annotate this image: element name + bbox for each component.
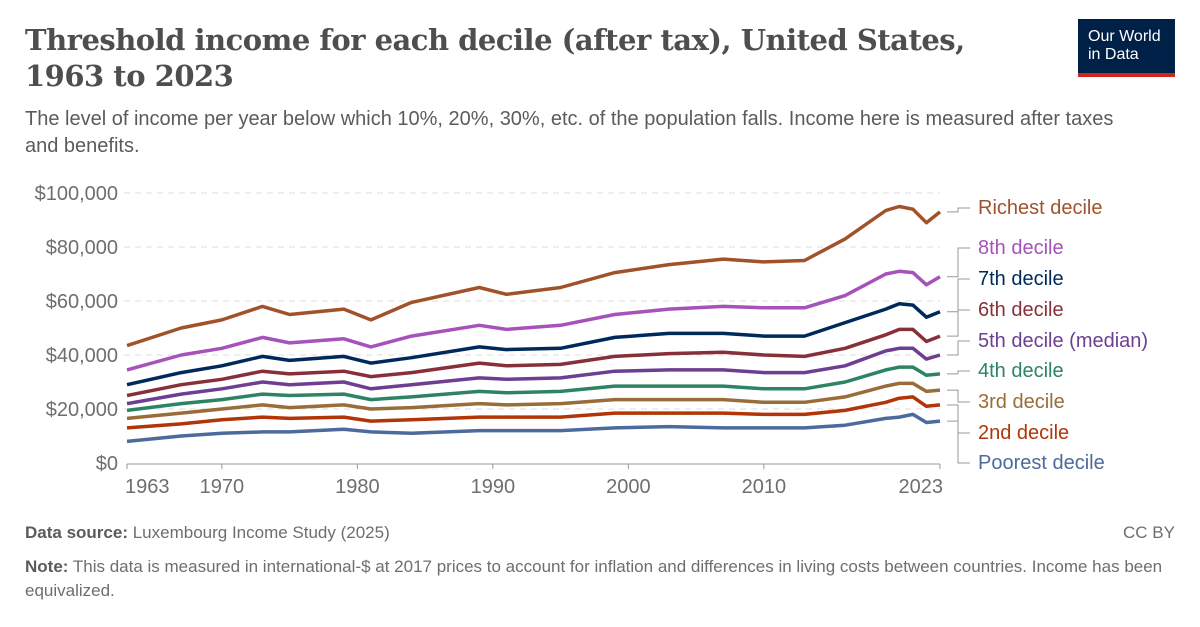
label-connector — [947, 340, 970, 356]
label-connector — [947, 278, 970, 313]
series-label: 7th decile — [978, 268, 1064, 290]
chart-title: Threshold income for each decile (after … — [25, 23, 965, 93]
series-line-8 — [126, 395, 941, 430]
series-label: 8th decile — [978, 237, 1064, 259]
x-tick-label: 2000 — [606, 476, 651, 498]
y-tick-label: $0 — [96, 453, 118, 475]
y-tick-label: $40,000 — [46, 345, 118, 367]
series-line-6 — [126, 365, 941, 413]
label-connector — [947, 309, 970, 337]
chart-subtitle: The level of income per year below which… — [25, 108, 1114, 157]
series-label: 2nd decile — [978, 422, 1069, 444]
series-line-9 — [126, 412, 941, 444]
series-label: 5th decile (median) — [978, 330, 1148, 352]
license[interactable]: CC BY — [1123, 523, 1175, 542]
y-tick-label: $60,000 — [46, 291, 118, 313]
y-tick-label: $100,000 — [35, 183, 118, 205]
series-line-4 — [126, 327, 941, 398]
series-label: 6th decile — [978, 299, 1064, 321]
series-line-3 — [126, 301, 941, 387]
y-tick-label: $20,000 — [46, 399, 118, 421]
series-label: Richest decile — [978, 197, 1103, 219]
series-label: 3rd decile — [978, 391, 1065, 413]
x-tick-label: 1980 — [335, 476, 380, 498]
label-connector — [947, 207, 970, 213]
series-label: 4th decile — [978, 360, 1064, 382]
label-connector — [947, 404, 970, 434]
x-tick-label: 1963 — [125, 476, 170, 498]
series-line-2 — [126, 269, 941, 372]
y-tick-label: $80,000 — [46, 237, 118, 259]
series-label: Poorest decile — [978, 452, 1105, 474]
note: Note: This data is measured in internati… — [25, 557, 1163, 600]
x-tick-label: 1990 — [471, 476, 516, 498]
series-line-7 — [126, 381, 941, 421]
x-tick-label: 1970 — [200, 476, 245, 498]
label-connector — [947, 247, 970, 278]
label-connector — [947, 420, 970, 464]
x-tick-label: 2023 — [899, 476, 944, 498]
x-tick-label: 2010 — [742, 476, 787, 498]
owid-logo[interactable]: Our World in Data — [1078, 19, 1175, 77]
series-line-1 — [126, 204, 942, 348]
label-connector — [947, 370, 970, 375]
label-connector — [947, 389, 970, 403]
data-source: Data source: Luxembourg Income Study (20… — [25, 521, 1175, 545]
series-line-5 — [126, 346, 941, 406]
